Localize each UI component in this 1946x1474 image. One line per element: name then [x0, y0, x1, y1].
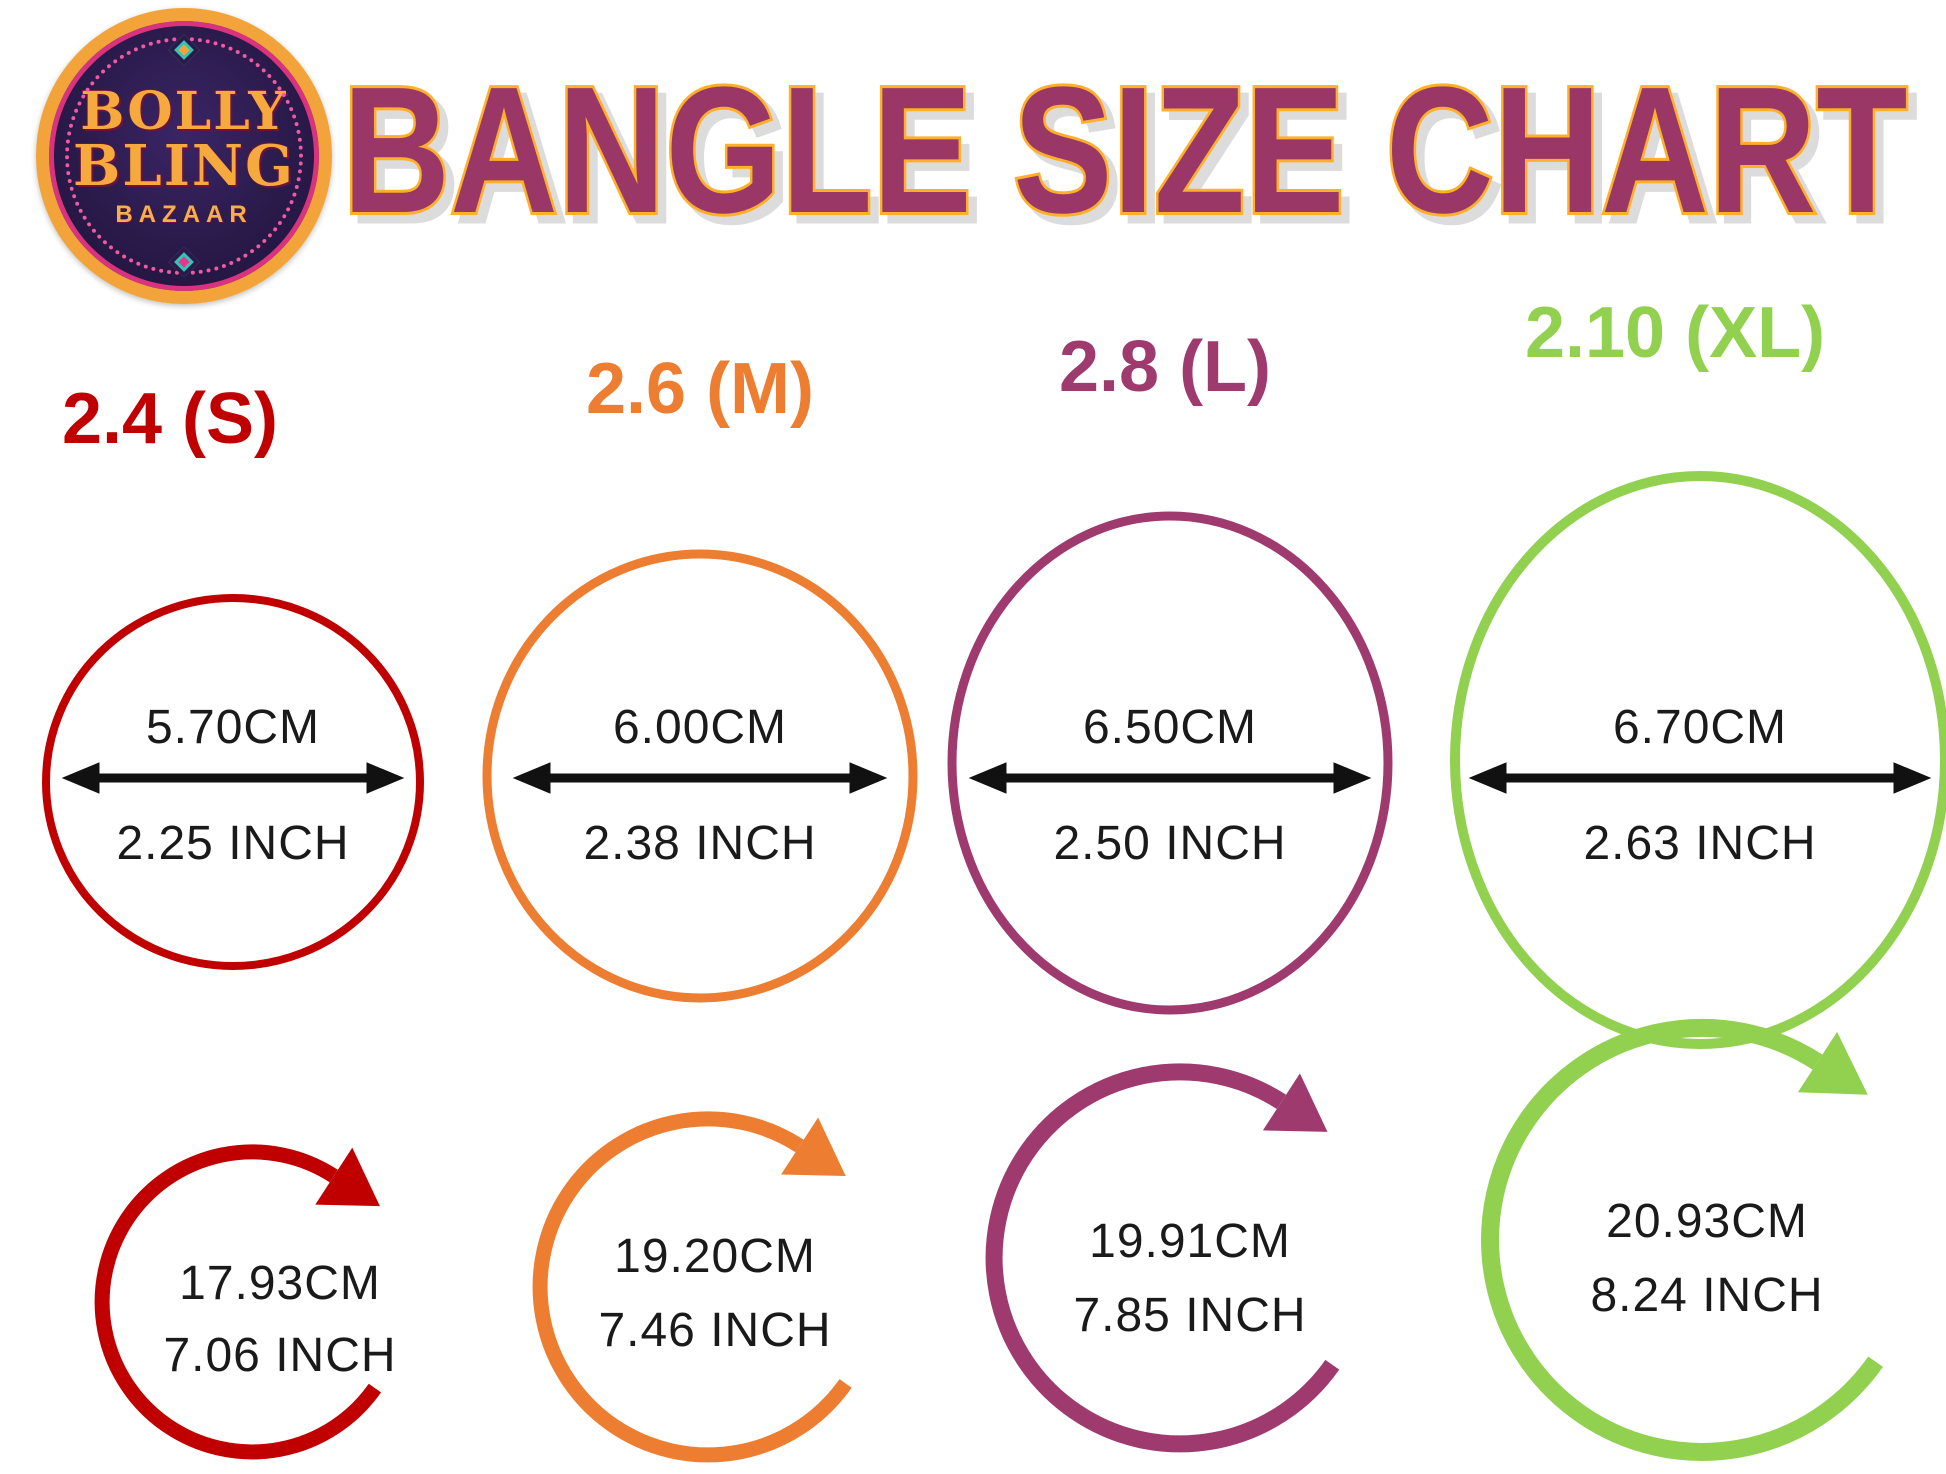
circumference-cm-l: 19.91CM: [1089, 1215, 1291, 1268]
diameter-cm-l: 6.50CM: [1082, 701, 1258, 754]
diameter-cm-xl: 6.70CM: [1612, 701, 1788, 754]
page-title-shadow: BANGLE SIZE CHART: [351, 58, 1916, 259]
circumference-arrowhead-l: [1262, 1073, 1328, 1132]
size-label-s: 2.4 (S): [61, 379, 279, 459]
diameter-arrow-m: [512, 762, 888, 794]
circumference-arrowhead-xl: [1797, 1031, 1868, 1095]
diameter-circle-s: [42, 594, 424, 970]
diameter-circle-l: [947, 511, 1393, 1015]
diameter-inch-l: 2.50 INCH: [1053, 817, 1287, 870]
diameter-arrow-l: [968, 762, 1372, 794]
diameter-circle-xl: [1450, 471, 1946, 1049]
circumference-arc-m: [532, 1111, 852, 1463]
circumference-inch-s: 7.06 INCH: [163, 1329, 397, 1382]
circumference-cm-s: 17.93CM: [179, 1257, 381, 1310]
circumference-arc-l: [985, 1063, 1340, 1453]
diameter-inch-xl: 2.63 INCH: [1583, 817, 1817, 870]
size-label-m: 2.6 (M): [585, 349, 815, 429]
circumference-arrowhead-s: [315, 1147, 380, 1207]
circumference-arrowhead-m: [781, 1117, 846, 1176]
diameter-arrow-xl: [1468, 762, 1932, 794]
circumference-arc-s: [94, 1144, 382, 1460]
diameter-arrow-s: [61, 762, 405, 794]
size-label-xl: 2.10 (XL): [1524, 293, 1826, 373]
circumference-cm-xl: 20.93CM: [1606, 1195, 1808, 1248]
circumference-cm-m: 19.20CM: [614, 1230, 816, 1283]
diameter-inch-s: 2.25 INCH: [116, 817, 350, 870]
diameter-inch-m: 2.38 INCH: [583, 817, 817, 870]
page-title: BANGLE SIZE CHART: [343, 50, 1908, 251]
diameter-cm-s: 5.70CM: [145, 701, 321, 754]
circumference-inch-l: 7.85 INCH: [1073, 1289, 1307, 1342]
diameter-circle-m: [482, 549, 918, 1003]
circumference-inch-xl: 8.24 INCH: [1590, 1269, 1824, 1322]
size-label-l: 2.8 (L): [1058, 327, 1272, 407]
circumference-arc-xl: [1481, 1018, 1883, 1461]
diameter-cm-m: 6.00CM: [612, 701, 788, 754]
circumference-inch-m: 7.46 INCH: [598, 1304, 832, 1357]
